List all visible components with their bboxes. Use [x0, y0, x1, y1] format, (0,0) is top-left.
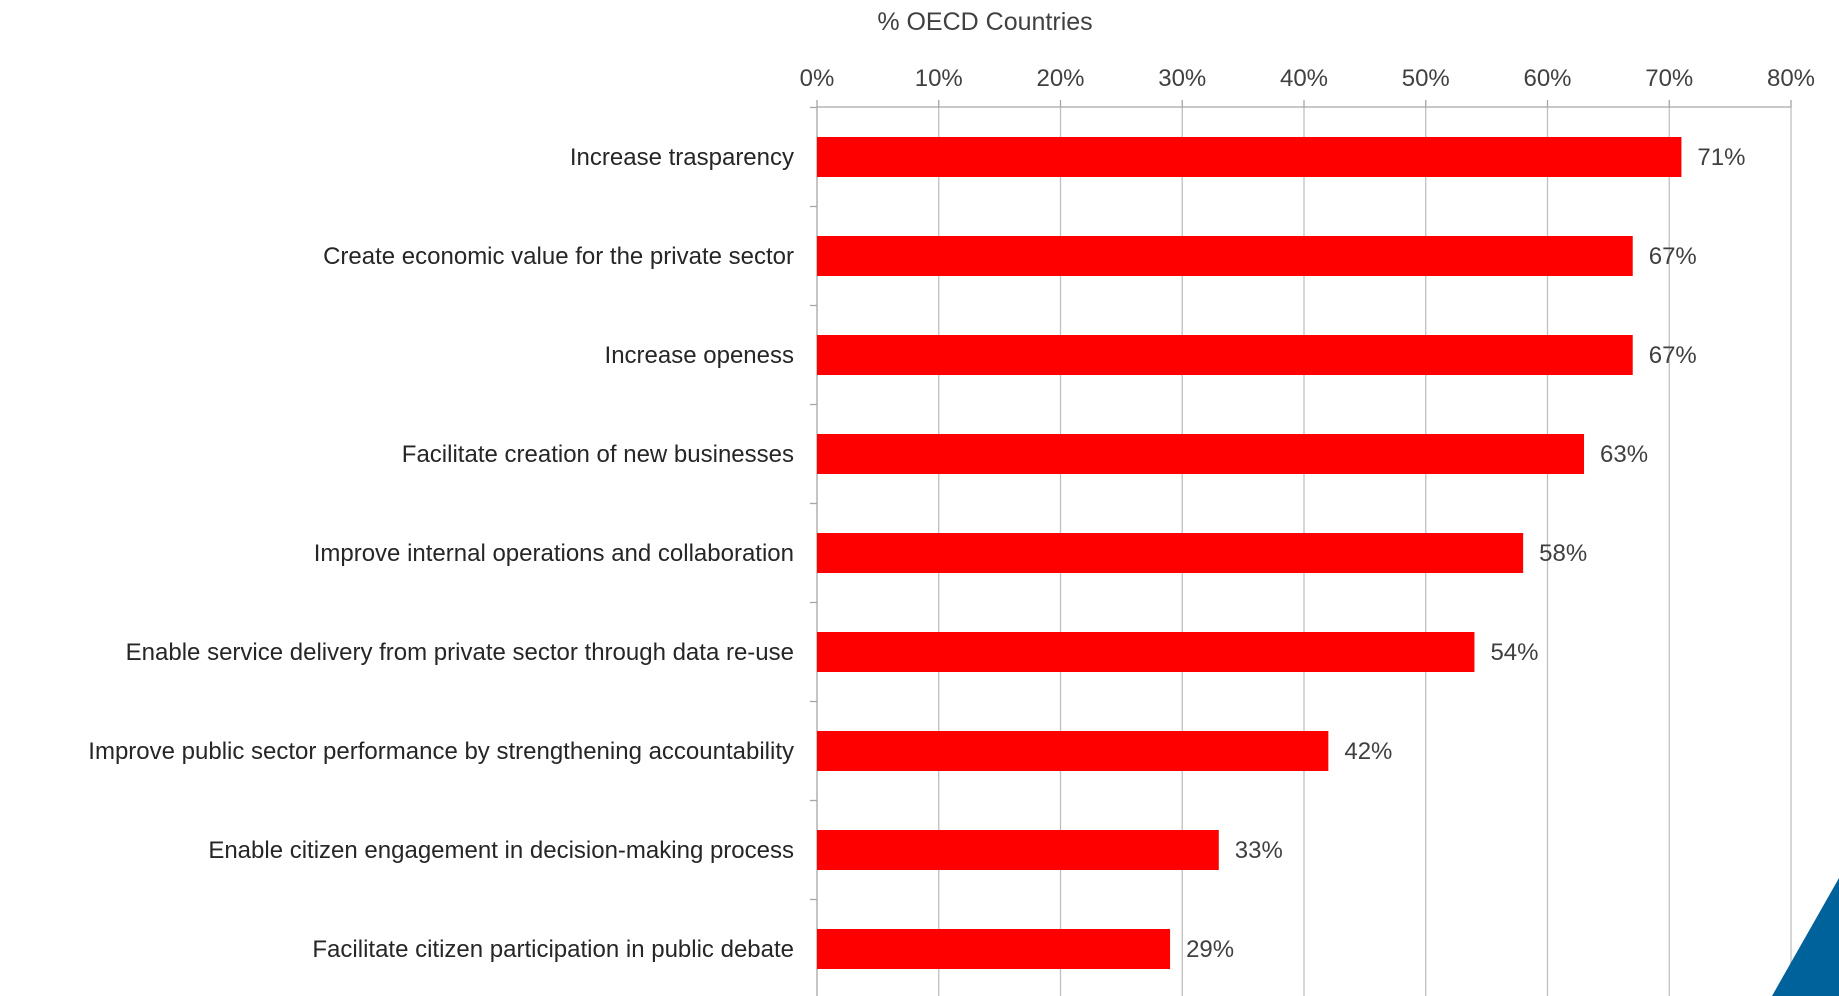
x-tick-label: 50% — [1402, 65, 1450, 92]
bar — [817, 137, 1682, 177]
x-tick-label: 60% — [1523, 65, 1571, 92]
bar — [817, 731, 1329, 771]
x-tick-label: 80% — [1767, 65, 1815, 92]
category-labels: Increase trasparency Create economic valu… — [88, 144, 794, 963]
data-label: 42% — [1344, 738, 1392, 765]
data-label: 63% — [1600, 441, 1648, 468]
category-label: Create economic value for the private se… — [323, 243, 794, 270]
data-label: 67% — [1649, 243, 1697, 270]
data-label: 58% — [1539, 540, 1587, 567]
corner-accent-shape — [1772, 878, 1839, 996]
category-label: Facilitate creation of new businesses — [402, 441, 794, 468]
category-label: Enable service delivery from private sec… — [126, 639, 794, 666]
data-label: 71% — [1697, 144, 1745, 171]
bar — [817, 335, 1633, 375]
bar — [817, 830, 1219, 870]
x-axis-title: % OECD Countries — [877, 8, 1092, 36]
bar — [817, 434, 1585, 474]
bar — [817, 236, 1633, 276]
x-tick-label: 20% — [1036, 65, 1084, 92]
x-axis-ticks: 0% 10% 20% 30% 40% 50% 60% 70% 80% — [800, 65, 1815, 107]
x-tick-label: 0% — [800, 65, 835, 92]
x-tick-label: 70% — [1645, 65, 1693, 92]
x-tick-label: 10% — [915, 65, 963, 92]
category-label: Enable citizen engagement in decision-ma… — [208, 837, 794, 864]
bars — [817, 137, 1682, 969]
data-label: 29% — [1186, 936, 1234, 963]
category-label: Increase openess — [605, 342, 794, 369]
category-label: Improve public sector performance by str… — [88, 738, 794, 765]
bar — [817, 533, 1524, 573]
bar — [817, 929, 1171, 969]
x-tick-label: 40% — [1280, 65, 1328, 92]
category-label: Increase trasparency — [570, 144, 794, 171]
data-label: 33% — [1235, 837, 1283, 864]
data-labels: 71% 67% 67% 63% 58% 54% 42% 33% 29% — [1186, 144, 1745, 963]
x-tick-label: 30% — [1158, 65, 1206, 92]
data-label: 54% — [1490, 639, 1538, 666]
category-label: Improve internal operations and collabor… — [314, 540, 794, 567]
bar — [817, 632, 1475, 672]
category-label: Facilitate citizen participation in publ… — [312, 936, 794, 963]
data-label: 67% — [1649, 342, 1697, 369]
